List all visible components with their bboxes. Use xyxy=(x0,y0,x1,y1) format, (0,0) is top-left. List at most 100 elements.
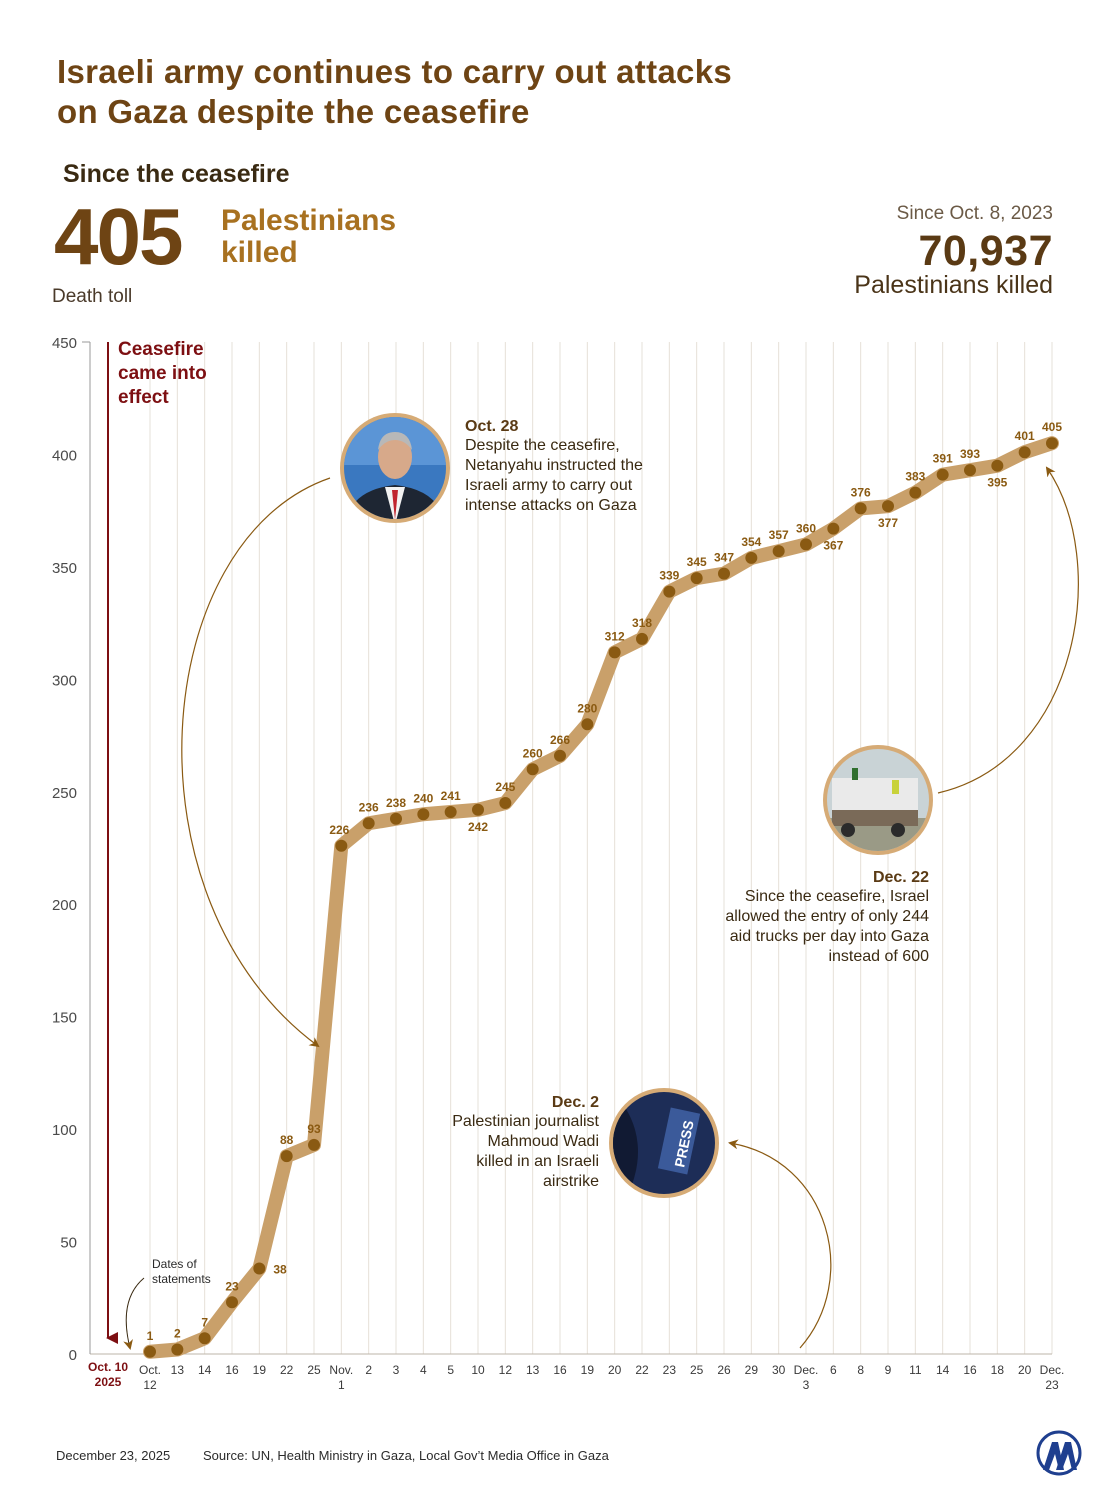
y-tick-label: 50 xyxy=(60,1235,77,1252)
title-line-2: on Gaza despite the ceasefire xyxy=(57,93,530,130)
data-point xyxy=(171,1343,184,1356)
annotation-dec22: Dec. 22 Since the ceasefire, Israel allo… xyxy=(680,869,929,967)
data-label: 377 xyxy=(878,516,898,530)
data-point xyxy=(718,567,730,580)
killed-label-line-2: killed xyxy=(221,236,298,269)
x-tick-label: 10 xyxy=(471,1363,485,1377)
y-tick-label: 150 xyxy=(52,1010,77,1027)
since-ceasefire-label: Since the ceasefire xyxy=(63,160,290,188)
ceasefire-label-line-3: effect xyxy=(118,387,169,408)
x-tick-label: 16 xyxy=(225,1363,239,1377)
x-tick-label: Dec. xyxy=(1040,1363,1065,1377)
data-point xyxy=(964,464,976,477)
ceasefire-date-line-2: 2025 xyxy=(95,1375,122,1389)
press-vest-photo: PRESS xyxy=(609,1088,719,1198)
x-tick-label: 9 xyxy=(885,1363,892,1377)
y-tick-label: 200 xyxy=(52,897,77,914)
data-point xyxy=(198,1332,211,1345)
y-tick-label: 100 xyxy=(52,1122,77,1139)
aa-logo-icon xyxy=(1036,1430,1082,1476)
series-line xyxy=(143,436,1059,1359)
killed-since-oct8-number: 70,937 xyxy=(918,227,1053,275)
arrow-dec22 xyxy=(937,466,1079,794)
data-label: 38 xyxy=(273,1263,287,1277)
dates-note-arrow xyxy=(123,1277,145,1350)
x-tick-label: 13 xyxy=(171,1363,185,1377)
data-point xyxy=(909,486,922,499)
data-point xyxy=(554,749,566,762)
annotation-dec22-line-4: instead of 600 xyxy=(828,948,929,965)
data-label: 93 xyxy=(307,1122,321,1136)
x-tick-label: Dec. xyxy=(794,1363,819,1377)
data-point xyxy=(308,1138,320,1151)
x-tick-label: 16 xyxy=(553,1363,567,1377)
data-label: 260 xyxy=(523,746,543,760)
data-label: 391 xyxy=(933,452,953,466)
annotation-dec2: Dec. 2 Palestinian journalist Mahmoud Wa… xyxy=(400,1094,599,1192)
x-tick-label: 25 xyxy=(307,1363,321,1377)
x-tick-label: 1 xyxy=(338,1378,345,1392)
data-point xyxy=(772,545,785,558)
data-point xyxy=(745,551,758,564)
data-point xyxy=(800,538,812,551)
data-label: 236 xyxy=(359,800,379,814)
data-label: 401 xyxy=(1015,429,1035,443)
data-label: 393 xyxy=(960,447,980,461)
data-label: 376 xyxy=(851,485,871,499)
x-tick-label: 22 xyxy=(635,1363,649,1377)
data-point xyxy=(581,718,594,731)
killed-since-ceasefire-number: 405 xyxy=(54,192,183,281)
data-label: 266 xyxy=(550,733,570,747)
x-tick-label: 8 xyxy=(857,1363,864,1377)
y-tick-label: 250 xyxy=(52,785,77,802)
data-label: 7 xyxy=(201,1315,208,1329)
portrait-photo xyxy=(340,413,450,523)
data-label: 312 xyxy=(605,629,625,643)
annotation-dec2-line-1: Palestinian journalist xyxy=(452,1113,599,1130)
y-tick-label: 300 xyxy=(52,672,77,689)
data-label: 318 xyxy=(632,616,652,630)
x-tick-label: 19 xyxy=(581,1363,595,1377)
annotation-dec22-line-2: allowed the entry of only 244 xyxy=(725,908,929,925)
y-tick-label: 0 xyxy=(69,1347,77,1364)
data-point xyxy=(335,839,348,852)
annotation-oct28-line-4: intense attacks on Gaza xyxy=(465,497,637,514)
data-point xyxy=(636,632,648,645)
x-tick-label: 22 xyxy=(280,1363,294,1377)
since-oct8-label: Since Oct. 8, 2023 xyxy=(896,203,1053,224)
series-death-toll: 1 2 7 23 38 88 93 226 236 238 240 241 242 245 260 266 28… xyxy=(143,420,1062,1359)
data-point xyxy=(499,797,512,810)
data-label: 347 xyxy=(714,551,734,565)
annotation-oct28-line-2: Netanyahu instructed the xyxy=(465,457,643,474)
data-label: 360 xyxy=(796,521,816,535)
vertical-gridlines xyxy=(90,342,1053,1355)
annotation-oct28-title: Oct. 28 xyxy=(465,418,519,435)
data-label: 238 xyxy=(386,796,406,810)
data-label: 354 xyxy=(741,535,761,549)
data-point xyxy=(144,1345,156,1358)
data-point xyxy=(608,646,621,659)
dates-note-line-2: statements xyxy=(152,1272,211,1286)
x-tick-label: 25 xyxy=(690,1363,704,1377)
data-point xyxy=(526,763,539,776)
footer-source: Source: UN, Health Ministry in Gaza, Loc… xyxy=(203,1448,609,1463)
data-point xyxy=(690,572,703,585)
x-tick-label: 20 xyxy=(1018,1363,1032,1377)
data-label: 383 xyxy=(905,470,925,484)
y-tick-label: 350 xyxy=(52,560,77,577)
data-point xyxy=(253,1262,266,1275)
data-point xyxy=(936,468,949,481)
x-tick-label: 2 xyxy=(365,1363,372,1377)
data-point xyxy=(390,812,402,825)
arrow-dec2 xyxy=(728,1139,832,1349)
title-line-1: Israeli army continues to carry out atta… xyxy=(57,53,732,90)
y-axis-title: Death toll xyxy=(52,286,133,307)
data-label: 240 xyxy=(413,791,433,805)
annotation-dec22-title: Dec. 22 xyxy=(872,869,929,886)
x-tick-label: 11 xyxy=(909,1363,922,1377)
x-tick-label: 5 xyxy=(447,1363,454,1377)
x-tick-label: 4 xyxy=(420,1363,427,1377)
annotation-dec22-line-1: Since the ceasefire, Israel xyxy=(744,888,929,905)
data-point xyxy=(663,585,676,598)
